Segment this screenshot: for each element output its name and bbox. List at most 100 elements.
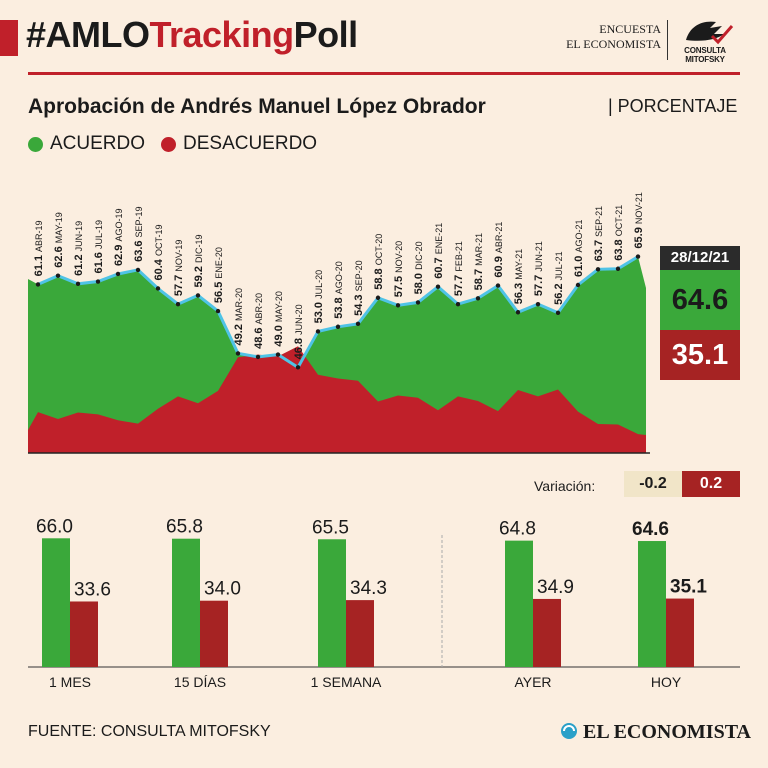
- brand-separator: [667, 20, 668, 60]
- latest-date: 28/12/21: [660, 246, 740, 270]
- trend-point: [635, 254, 641, 259]
- trend-point: [115, 271, 121, 277]
- trend-point: [175, 301, 181, 307]
- trend-point: [435, 284, 441, 289]
- trend-point-label: 61.1 ABR-19: [33, 220, 45, 276]
- trend-point: [415, 300, 421, 305]
- footer-logo: EL ECONOMISTA: [560, 721, 751, 744]
- trend-point: [335, 324, 341, 329]
- brand-block: ENCUESTA EL ECONOMISTA: [555, 22, 661, 52]
- bar-category-label: HOY: [651, 674, 682, 690]
- trend-point: [475, 296, 481, 301]
- bar-agree-label: 66.0: [36, 516, 73, 537]
- trend-point: [495, 283, 501, 288]
- trend-point: [95, 279, 101, 284]
- trend-point-label: 61.0 AGO-21: [573, 220, 585, 277]
- variation-agree: -0.2: [624, 471, 682, 497]
- bar-agree-label: 64.6: [632, 519, 669, 540]
- trend-point: [275, 352, 281, 357]
- bar-disagree-label: 35.1: [670, 577, 707, 598]
- trend-point-label: 53.8 AGO-20: [333, 261, 345, 318]
- bar-category-label: 15 DÍAS: [174, 674, 226, 690]
- trend-point: [135, 267, 141, 273]
- bar-disagree: [533, 598, 561, 667]
- trend-point: [515, 310, 521, 315]
- trend-point: [615, 266, 621, 271]
- trend-point: [75, 281, 81, 287]
- trend-point-label: 59.2 DIC-19: [193, 234, 205, 287]
- bar-disagree: [200, 600, 228, 667]
- latest-agree: 64.6: [660, 270, 740, 330]
- economista-logo-icon: [561, 723, 577, 739]
- trend-point: [595, 267, 601, 272]
- trend-point-label: 57.5 NOV-20: [393, 241, 405, 297]
- variation-disagree: 0.2: [682, 471, 740, 497]
- bar-marks: 66.0 33.6 1 MES 65.8 34.0 15 DÍAS 65.5 34.3 1 SE…: [36, 516, 707, 690]
- trend-marks: 61.1 ABR-19 62.6 MAY-19 61.2 JUN-19 61.6 JU…: [33, 192, 645, 370]
- trend-point-label: 57.7 NOV-19: [173, 240, 185, 296]
- trend-point-label: 60.4 OCT-19: [153, 224, 165, 280]
- trend-point: [295, 365, 301, 370]
- trend-point: [535, 301, 541, 307]
- trend-point: [455, 301, 461, 307]
- trend-point: [315, 329, 321, 334]
- header-accent-bar: [0, 20, 18, 56]
- trend-point: [355, 321, 361, 327]
- legend-disagree-label: DESACUERDO: [183, 133, 318, 154]
- footer-logo-text: EL ECONOMISTA: [583, 721, 751, 743]
- trend-point-label: 60.7 ENE-21: [433, 223, 445, 279]
- bar-agree: [318, 539, 346, 667]
- trend-point-label: 54.3 SEP-20: [353, 260, 365, 316]
- bar-agree: [42, 538, 70, 667]
- trend-point-label: 49.0 MAY-20: [273, 291, 285, 347]
- trend-point: [255, 354, 261, 360]
- chart-title: Aprobación de Andrés Manuel López Obrado…: [28, 95, 486, 118]
- hashtag-title: #AMLOTrackingPoll: [26, 14, 358, 56]
- hashtag-part-amlo: #AMLO: [26, 14, 150, 55]
- trend-point-label: 53.0 JUL-20: [313, 270, 325, 323]
- trend-chart: 61.1 ABR-19 62.6 MAY-19 61.2 JUN-19 61.6 JU…: [28, 192, 650, 454]
- disagree-area: [28, 346, 646, 453]
- trend-point: [55, 273, 61, 278]
- trend-point: [395, 303, 401, 308]
- trend-point-label: 61.2 JUN-19: [73, 221, 85, 276]
- brand-el-economista: EL ECONOMISTA: [566, 37, 661, 51]
- trend-point-label: 48.6 ABR-20: [253, 293, 265, 349]
- bar-category-label: AYER: [514, 674, 551, 690]
- trend-point-label: 56.2 JUL-21: [553, 251, 565, 304]
- bar-disagree: [346, 600, 374, 667]
- bar-disagree-label: 34.3: [350, 578, 387, 599]
- hashtag-part-tracking: Tracking: [149, 14, 295, 55]
- trend-point-label: 62.9 AGO-19: [113, 208, 125, 265]
- footer-source: FUENTE: CONSULTA MITOFSKY: [28, 723, 271, 740]
- trend-point-label: 63.6 SEP-19: [133, 206, 145, 261]
- bar-disagree-label: 33.6: [74, 579, 111, 600]
- bar-disagree: [666, 598, 694, 667]
- legend-agree-swatch: [28, 137, 43, 152]
- trend-point-label: 60.9 ABR-21: [493, 222, 505, 278]
- legend-disagree-swatch: [161, 137, 176, 152]
- trend-point-label: 63.8 OCT-21: [613, 205, 625, 261]
- trend-point-label: 57.7 JUN-21: [533, 241, 545, 296]
- trend-point: [555, 310, 561, 316]
- trend-point: [235, 351, 241, 356]
- hashtag-part-poll: Poll: [293, 14, 359, 55]
- latest-disagree: 35.1: [660, 330, 740, 380]
- bar-category-label: 1 MES: [49, 674, 91, 690]
- trend-point-label: 63.7 SEP-21: [593, 206, 605, 262]
- trend-point-label: 65.9 NOV-21: [633, 192, 645, 248]
- bar-category-label: 1 SEMANA: [311, 674, 382, 690]
- bar-agree: [505, 540, 533, 667]
- bar-agree: [172, 538, 200, 667]
- mitofsky-logo-icon: [686, 21, 734, 45]
- trend-point-label: 56.3 MAY-21: [513, 249, 525, 305]
- trend-point-label: 58.8 OCT-20: [373, 234, 385, 290]
- trend-point: [195, 293, 201, 298]
- chart-unit: | PORCENTAJE: [608, 96, 738, 116]
- legend-agree-label: ACUERDO: [50, 133, 146, 154]
- brand-encuesta: ENCUESTA: [599, 22, 661, 36]
- trend-point-label: 57.7 FEB-21: [453, 241, 465, 296]
- trend-point: [215, 308, 221, 314]
- header-rule: [28, 72, 740, 75]
- brand-consulta-mitofsky: CONSULTA MITOFSKY: [684, 46, 726, 64]
